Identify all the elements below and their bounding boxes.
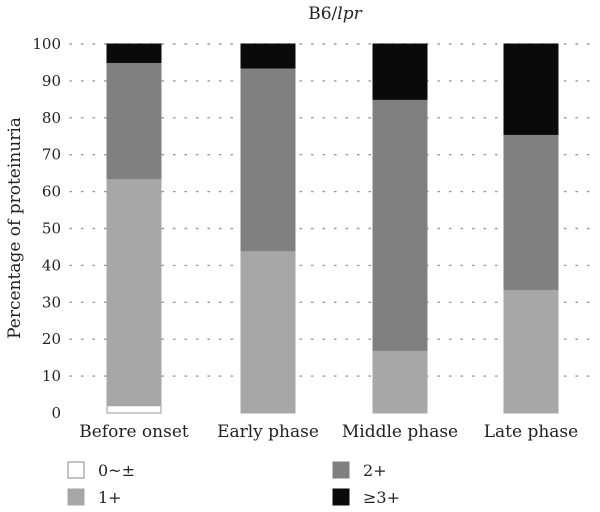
category-label: Late phase [484,422,578,442]
bar-segment [106,61,162,180]
legend-label: ≥3+ [363,488,400,507]
legend-label: 2+ [363,461,387,480]
y-tick-label: 50 [42,220,61,238]
y-tick-label: 40 [42,256,61,274]
gridlines [69,43,599,377]
bar-segment [106,178,162,407]
bar-stack [240,43,296,414]
bar-segment [503,288,559,414]
category-label: Middle phase [342,422,458,442]
category-labels: Before onset Early phase Middle phase Late … [79,422,578,442]
legend-swatch [332,461,350,479]
bar-segment [240,43,296,69]
title-prefix: B6/ [308,4,337,24]
legend-label: 0~± [98,461,135,480]
y-tick-label: 80 [42,109,61,127]
bar-segment [240,250,296,414]
legend-swatch [332,488,350,506]
category-label: Before onset [79,422,189,442]
legend-label: 1+ [98,488,122,507]
y-tick-label: 90 [42,72,61,90]
y-tick-label: 30 [42,293,61,311]
category-label: Early phase [217,422,319,442]
legend: 0~± 1+ 2+ ≥3+ [67,461,400,507]
bar-stack [503,43,559,414]
y-axis-label: Percentage of proteinuria [5,117,25,339]
y-tick-label: 60 [42,183,61,201]
legend-swatch [67,488,85,506]
y-tick-label: 20 [42,330,61,348]
bar-stack [106,43,162,414]
bar-segment [503,133,559,290]
bar-segment [372,43,428,100]
legend-swatch [67,461,85,479]
y-tick-label: 0 [51,404,61,422]
chart-title: B6/lpr [308,4,362,24]
y-tick-label: 10 [42,367,61,385]
bar-segment [372,349,428,414]
bar-segment [106,43,162,63]
bar-segment [372,98,428,351]
bar-segment [503,43,559,135]
title-italic: lpr [337,4,362,24]
y-tick-label: 70 [42,146,61,164]
y-tick-labels: 0 10 20 30 40 50 60 70 80 90 100 [32,35,61,422]
bar-segment [106,405,162,414]
bars [106,43,559,414]
bar-stack [372,43,428,414]
y-tick-label: 100 [32,35,61,53]
bar-segment [240,67,296,252]
